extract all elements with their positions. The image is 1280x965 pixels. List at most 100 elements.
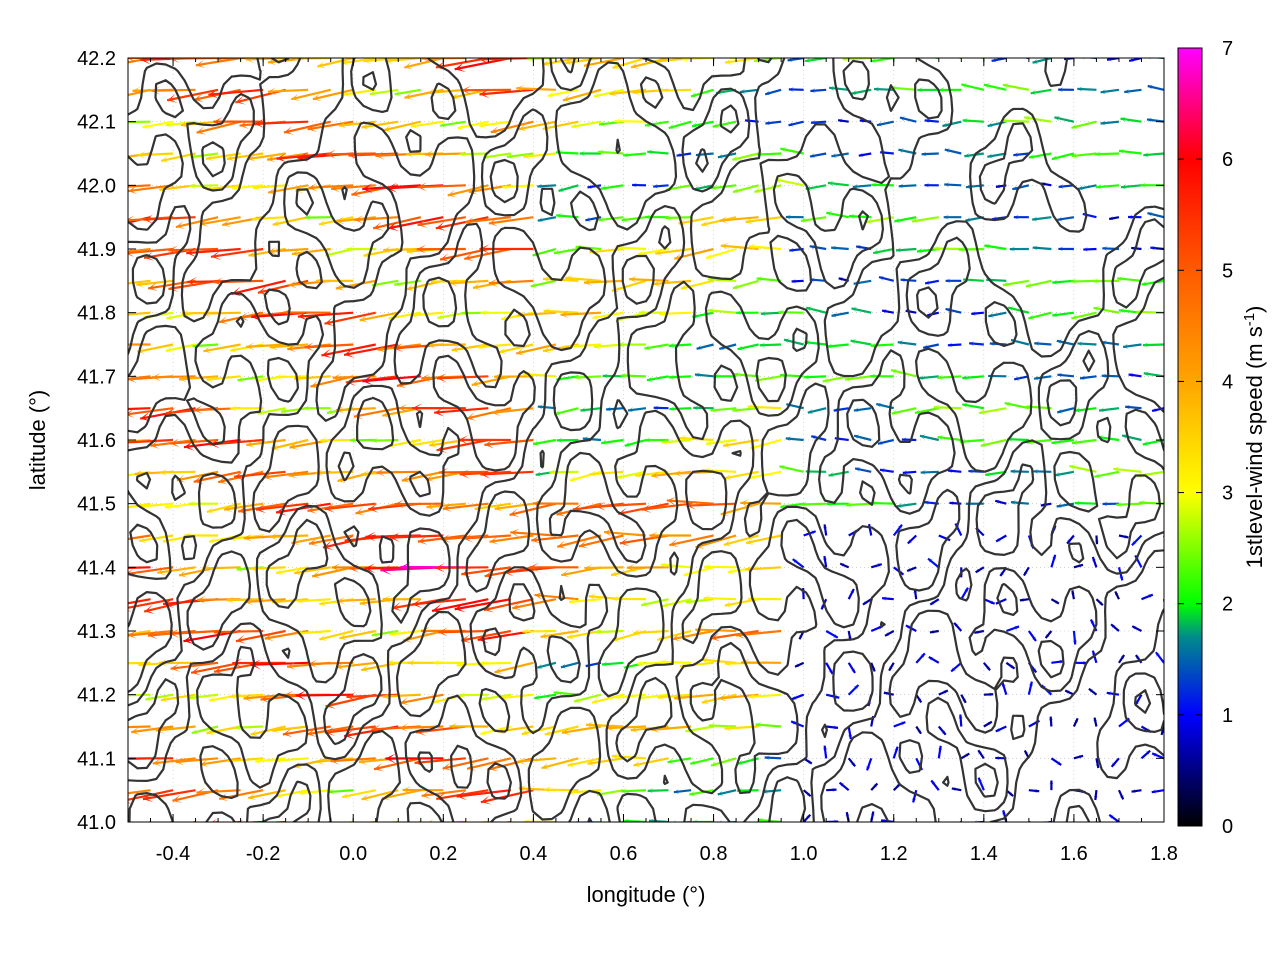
wind-vector bbox=[1107, 691, 1119, 695]
y-tick-label: 41.3 bbox=[77, 621, 116, 643]
wind-vector bbox=[623, 152, 646, 158]
wind-vector bbox=[674, 789, 691, 794]
wind-vector bbox=[1095, 151, 1119, 157]
wind-vector bbox=[826, 788, 836, 792]
wind-vector bbox=[849, 685, 859, 695]
wind-vector bbox=[934, 822, 938, 833]
wind-vector bbox=[1029, 789, 1039, 793]
wind-vector bbox=[828, 181, 849, 187]
wind-vector bbox=[252, 215, 286, 222]
wind-vector bbox=[871, 563, 882, 567]
wind-vector bbox=[859, 153, 871, 157]
wind-vector bbox=[1071, 278, 1097, 284]
wind-vector bbox=[969, 341, 984, 346]
wind-vector bbox=[1093, 278, 1119, 284]
wind-vector bbox=[305, 214, 331, 220]
wind-vector bbox=[711, 631, 759, 642]
wind-vector bbox=[1122, 434, 1141, 440]
wind-vector bbox=[580, 151, 601, 157]
wind-vector bbox=[1058, 246, 1074, 251]
wind-vector bbox=[923, 344, 939, 349]
wind-vector bbox=[939, 690, 948, 694]
wind-vector bbox=[647, 376, 669, 382]
wind-vector bbox=[1032, 216, 1051, 221]
colorbar-tick-label: 3 bbox=[1222, 483, 1233, 505]
wind-vector bbox=[1152, 789, 1164, 793]
wind-vector bbox=[480, 469, 533, 479]
wind-vector bbox=[682, 56, 713, 63]
wind-vector bbox=[1074, 564, 1083, 568]
wind-vector bbox=[671, 820, 691, 826]
wind-vector bbox=[996, 727, 1007, 732]
wind-vector bbox=[838, 119, 849, 123]
wind-vector bbox=[823, 746, 828, 759]
wind-vector bbox=[937, 374, 961, 380]
colorbar-label-main: 1stlevel-wind speed (m s bbox=[1242, 326, 1267, 568]
wind-vector bbox=[765, 755, 781, 760]
wind-vector bbox=[1024, 567, 1029, 575]
wind-vector bbox=[1115, 591, 1119, 599]
wind-vector bbox=[1120, 117, 1141, 123]
wind-vector bbox=[1057, 373, 1074, 378]
wind-vector bbox=[1136, 822, 1141, 834]
wind-vector bbox=[1141, 751, 1150, 759]
wind-vector bbox=[1129, 373, 1142, 378]
wind-vector bbox=[984, 692, 993, 696]
wind-vector bbox=[659, 310, 691, 317]
wind-vector bbox=[450, 722, 489, 730]
x-tick-label: 1.2 bbox=[880, 843, 908, 865]
colorbar-tick-label: 4 bbox=[1222, 371, 1233, 393]
wind-vector bbox=[625, 440, 646, 447]
wind-vector bbox=[107, 790, 150, 799]
wind-vector bbox=[276, 757, 308, 764]
wind-vector bbox=[749, 693, 781, 700]
wind-vector bbox=[467, 822, 511, 831]
wind-vector bbox=[480, 244, 534, 254]
wind-vector bbox=[1099, 407, 1119, 412]
wind-vector bbox=[350, 437, 375, 443]
wind-vector bbox=[961, 588, 968, 599]
wind-vector bbox=[1101, 89, 1119, 94]
colorbar-tick-label: 1 bbox=[1222, 705, 1233, 727]
wind-vector bbox=[251, 727, 286, 737]
colorbar-tick-label: 5 bbox=[1222, 260, 1233, 282]
wind-vector bbox=[529, 563, 578, 572]
wind-vector bbox=[908, 536, 916, 544]
colorbar-ramp bbox=[1178, 48, 1202, 826]
wind-vector bbox=[786, 436, 804, 441]
wind-vector bbox=[854, 434, 871, 440]
wind-vector bbox=[916, 727, 921, 734]
wind-vector bbox=[792, 695, 804, 700]
wind-vector bbox=[1051, 555, 1056, 568]
wind-vector bbox=[945, 148, 962, 153]
wind-vector bbox=[632, 183, 646, 188]
wind-vector bbox=[595, 629, 624, 636]
wind-vector bbox=[971, 311, 984, 316]
x-tick-label: -0.4 bbox=[156, 843, 190, 865]
wind-vector bbox=[944, 215, 962, 220]
wind-vector bbox=[826, 663, 832, 674]
y-tick-label: 41.1 bbox=[77, 748, 116, 770]
wind-vector bbox=[621, 373, 646, 379]
wind-vector bbox=[284, 822, 330, 834]
wind-vector bbox=[756, 722, 782, 728]
wind-vector bbox=[538, 217, 556, 222]
wind-vector bbox=[948, 469, 961, 474]
wind-vector bbox=[1051, 660, 1063, 665]
wind-vector bbox=[1100, 120, 1118, 125]
wind-vector bbox=[203, 310, 241, 318]
wind-vector bbox=[823, 376, 849, 383]
wind-vector bbox=[760, 342, 781, 348]
wind-vector bbox=[1042, 821, 1052, 825]
wind-vector bbox=[958, 715, 962, 727]
wind-vector bbox=[851, 90, 871, 95]
wind-vector bbox=[765, 120, 781, 125]
wind-vector bbox=[878, 440, 894, 445]
wind-vector bbox=[1057, 216, 1073, 221]
wind-vector bbox=[554, 822, 579, 830]
wind-vector bbox=[549, 469, 578, 476]
y-tick-label: 41.2 bbox=[77, 685, 116, 707]
wind-vector bbox=[78, 345, 128, 355]
wind-vector bbox=[711, 758, 736, 766]
